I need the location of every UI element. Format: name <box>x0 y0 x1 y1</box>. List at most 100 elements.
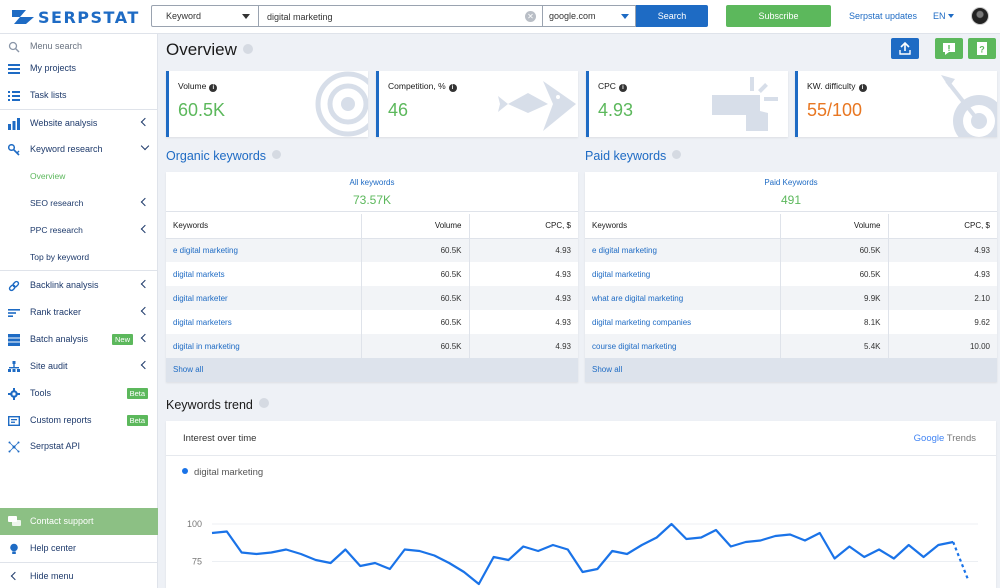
paid-keywords-panel: Paid Keywords 491 Keywords Volume CPC, $… <box>585 172 997 382</box>
language-value: EN <box>933 11 946 21</box>
kpi-label: CPC i <box>598 81 627 92</box>
search-input[interactable] <box>267 10 517 23</box>
info-icon[interactable]: i <box>858 84 867 92</box>
keyword-link[interactable]: e digital marketing <box>166 238 362 262</box>
serpstat-updates-link[interactable]: Serpstat updates <box>849 11 918 21</box>
hide-menu-button[interactable]: Hide menu <box>0 564 158 588</box>
chevron-left-icon <box>140 197 150 207</box>
column-header[interactable]: Keywords <box>585 214 781 239</box>
keyword-link[interactable]: digital marketing <box>585 262 781 286</box>
series-line <box>211 522 954 586</box>
page-title-text: Overview <box>166 40 237 59</box>
sound-waves-icon <box>315 71 368 137</box>
new-badge: New <box>111 334 133 345</box>
serpstat-logo-icon <box>12 10 34 24</box>
link-icon <box>8 280 20 292</box>
column-header[interactable]: Keywords <box>166 214 362 239</box>
sidebar-item-tools[interactable]: Tools Beta <box>0 381 158 407</box>
column-header[interactable]: CPC, $ <box>888 214 997 239</box>
keyword-link[interactable]: digital marketers <box>166 310 362 334</box>
sidebar-item-serpstat-api[interactable]: Serpstat API <box>0 434 158 460</box>
sidebar-item-backlink-analysis[interactable]: Backlink analysis <box>0 273 158 299</box>
keyword-link[interactable]: course digital marketing <box>585 334 781 358</box>
chart-legend[interactable]: digital marketing <box>182 467 263 478</box>
trend-line-chart[interactable]: 75 100 <box>166 511 996 588</box>
keyword-link[interactable]: digital in marketing <box>166 334 362 358</box>
info-icon[interactable] <box>242 44 253 54</box>
section-title-text: Paid keywords <box>585 149 667 163</box>
sidebar-subitem-ppc-research[interactable]: PPC research <box>0 218 158 244</box>
info-icon[interactable] <box>272 150 282 159</box>
kpi-competition: Competition, % i 46 <box>376 71 578 137</box>
show-all-button[interactable]: Show all <box>585 358 997 382</box>
sidebar-item-task-lists[interactable]: Task lists <box>0 83 158 109</box>
user-avatar[interactable] <box>971 7 989 25</box>
summary-label[interactable]: Paid Keywords <box>764 178 818 187</box>
y-tick-label: 75 <box>192 557 202 567</box>
clear-icon[interactable]: ✕ <box>525 11 536 22</box>
cpc-cell: 2.10 <box>888 286 997 310</box>
keyword-link[interactable]: what are digital marketing <box>585 286 781 310</box>
sidebar-item-batch-analysis[interactable]: Batch analysis New <box>0 327 158 353</box>
sidebar-subitem-seo-research[interactable]: SEO research <box>0 191 158 217</box>
export-button[interactable] <box>891 38 919 59</box>
database-select[interactable]: google.com <box>543 5 636 27</box>
feedback-button[interactable] <box>935 38 963 59</box>
search-type-select[interactable]: Keyword <box>151 5 259 27</box>
contact-support-label: Contact support <box>30 516 94 526</box>
kpi-difficulty: KW. difficulty i 55/100 <box>795 71 997 137</box>
help-button[interactable]: ? <box>968 38 996 59</box>
sidebar-item-site-audit[interactable]: Site audit <box>0 354 158 380</box>
sidebar-item-website-analysis[interactable]: Website analysis <box>0 111 158 137</box>
sidebar-item-keyword-research[interactable]: Keyword research <box>0 137 158 163</box>
keyword-link[interactable]: digital markets <box>166 262 362 286</box>
sidebar-subitem-overview[interactable]: Overview <box>0 164 158 190</box>
keyword-link[interactable]: digital marketer <box>166 286 362 310</box>
top-bar: SERPSTAT Keyword ✕ google.com Search Sub… <box>0 0 1000 34</box>
chevron-left-icon <box>140 306 150 316</box>
paid-keywords-title: Paid keywords <box>585 149 682 163</box>
info-icon[interactable] <box>258 398 269 408</box>
info-icon[interactable]: i <box>209 84 218 92</box>
chevron-left-icon <box>140 333 150 343</box>
summary-value: 73.57K <box>352 193 392 207</box>
search-button[interactable]: Search <box>636 5 708 27</box>
trends-wordmark: Trends <box>944 433 976 444</box>
info-icon[interactable] <box>672 150 682 159</box>
sidebar-item-label: Batch analysis <box>30 334 89 344</box>
kpi-value: 55/100 <box>807 100 862 121</box>
menu-search-label: Menu search <box>30 41 83 51</box>
cpc-cell: 4.93 <box>555 317 571 327</box>
search-type-value: Keyword <box>166 11 202 21</box>
keyword-link[interactable]: digital marketing companies <box>585 310 781 334</box>
column-header[interactable]: Volume <box>361 214 470 239</box>
language-select[interactable]: EN <box>933 11 954 21</box>
panel-summary: All keywords 73.57K <box>166 172 578 212</box>
kpi-value: 4.93 <box>598 100 634 120</box>
table-row: digital marketing companies 8.1K 9.62 <box>585 310 997 334</box>
sidebar-subitem-top-by-keyword[interactable]: Top by keyword <box>0 245 158 271</box>
column-header[interactable]: Volume <box>780 214 889 239</box>
sidebar-item-rank-tracker[interactable]: Rank tracker <box>0 300 158 326</box>
subscribe-button[interactable]: Subscribe <box>726 5 831 27</box>
sidebar-item-custom-reports[interactable]: Custom reports Beta <box>0 408 158 434</box>
sidebar-item-label: Help center <box>30 543 77 553</box>
comment-icon <box>943 43 955 55</box>
volume-cell: 60.5K <box>361 262 470 286</box>
target-icon <box>941 75 997 137</box>
sidebar-item-help-center[interactable]: Help center <box>0 536 158 562</box>
column-header[interactable]: CPC, $ <box>469 214 578 239</box>
info-icon[interactable]: i <box>618 84 627 92</box>
contact-support-button[interactable]: Contact support <box>0 508 158 535</box>
chevron-left-icon <box>140 279 150 289</box>
google-trends-logo[interactable]: Google Trends <box>914 433 976 444</box>
serpstat-logo[interactable]: SERPSTAT <box>12 8 140 27</box>
info-icon[interactable]: i <box>448 84 457 92</box>
chevron-down-icon <box>242 14 250 19</box>
keyword-link[interactable]: e digital marketing <box>585 238 781 262</box>
show-all-button[interactable]: Show all <box>166 358 578 382</box>
summary-label[interactable]: All keywords <box>349 178 395 187</box>
menu-search[interactable]: Menu search <box>0 34 158 60</box>
sidebar-item-my-projects[interactable]: My projects <box>0 56 158 82</box>
sidebar-item-label: Site audit <box>30 361 68 371</box>
